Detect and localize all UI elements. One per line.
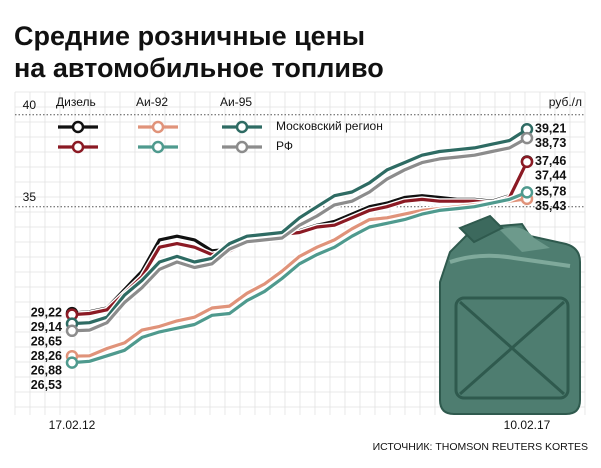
legend-header: Аи-92: [136, 95, 168, 109]
value-label: 39,21: [535, 122, 566, 136]
line: [71, 127, 528, 326]
value-label: 28,26: [31, 349, 62, 363]
y-tick-label: 35: [23, 190, 37, 204]
value-label: 35,43: [535, 199, 566, 213]
value-label: 37,44: [535, 168, 566, 182]
line: [71, 161, 529, 317]
legend-swatch: [71, 140, 85, 154]
value-label: 26,53: [31, 378, 62, 392]
value-label: 29,22: [31, 305, 62, 319]
legend-swatch: [151, 120, 165, 134]
end-marker: [65, 324, 79, 338]
source: ИСТОЧНИК: THOMSON REUTERS KORTES: [373, 441, 588, 453]
legend-swatch: [151, 140, 165, 154]
end-marker: [65, 356, 79, 369]
y-tick-label: 40: [23, 98, 37, 112]
value-label: 28,65: [31, 334, 62, 348]
end-marker: [520, 186, 534, 199]
value-label: 35,78: [535, 185, 566, 199]
legend-header: Аи-95: [220, 95, 252, 109]
plot-area: 35 40 17.02.12 10.02.17 29,2229,1428,6528,26…: [15, 98, 585, 432]
value-label: 26,88: [31, 363, 62, 377]
value-label: 38,73: [535, 136, 566, 150]
legend-label: Московский регион: [276, 119, 383, 133]
end-marker: [520, 131, 534, 145]
legend-swatch: [235, 120, 249, 134]
end-marker: [520, 155, 534, 169]
chart-title: Средние розничные цены: [14, 21, 365, 51]
chart-title: на автомобильное топливо: [14, 53, 384, 83]
canister-icon: [439, 214, 581, 415]
legend: Дизель Аи-92 Аи-95 Московский регион РФ: [56, 95, 383, 154]
line: [71, 136, 528, 333]
legend-header: Дизель: [56, 95, 96, 109]
unit-label: руб./л: [549, 95, 582, 109]
x-tick-label: 17.02.12: [49, 418, 96, 432]
x-tick-label: 10.02.17: [504, 418, 551, 432]
legend-swatch: [71, 120, 85, 134]
value-label: 37,46: [535, 154, 566, 168]
legend-label: РФ: [276, 139, 293, 153]
line: [71, 190, 528, 365]
legend-swatch: [235, 140, 249, 154]
value-label: 29,14: [31, 320, 62, 334]
